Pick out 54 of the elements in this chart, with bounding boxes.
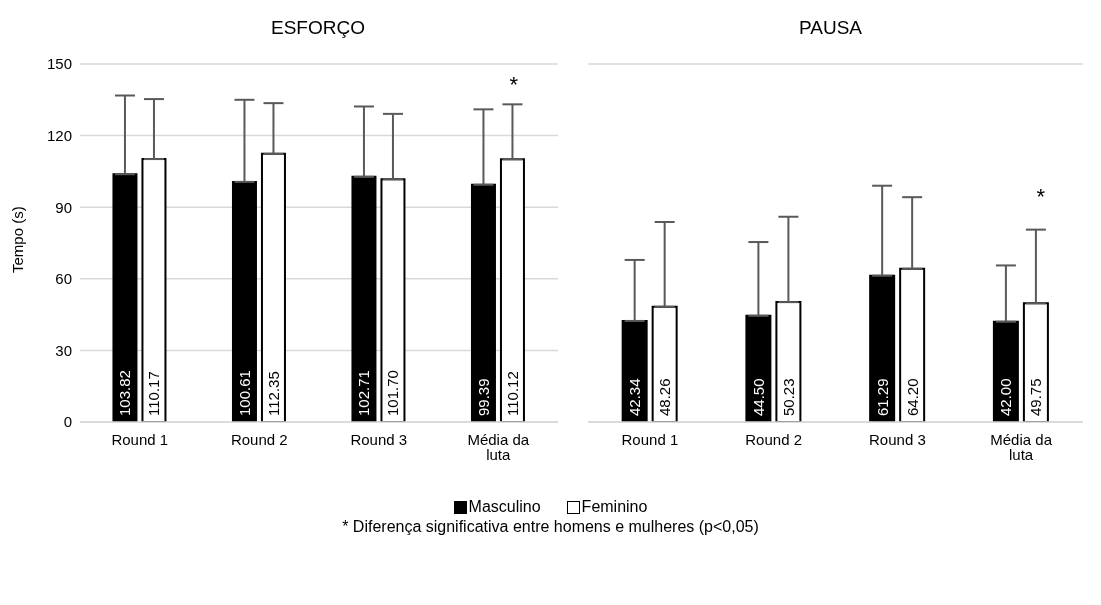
- data-label: 64.20: [903, 378, 921, 416]
- annotation: *: [1036, 184, 1045, 210]
- bar: [1022, 302, 1049, 422]
- data-label: 50.23: [779, 378, 797, 416]
- legend-label: Feminino: [580, 498, 648, 516]
- bar: [380, 178, 406, 422]
- y-tick-label: 30: [55, 341, 72, 359]
- x-tick-label: Round 1: [111, 430, 169, 448]
- bar: [260, 152, 286, 422]
- text: * Diferença significativa entre homens e mulheres (p<0,05): [341, 518, 760, 536]
- data-label: 48.26: [656, 378, 674, 416]
- data-label: 49.75: [1027, 378, 1045, 416]
- bar: [775, 301, 802, 422]
- bar: [745, 314, 772, 422]
- data-label: 42.34: [626, 378, 644, 416]
- x-tick-label: Média da luta: [990, 430, 1053, 463]
- y-tick-label: 120: [46, 126, 72, 144]
- y-tick-label: 150: [46, 55, 72, 73]
- x-tick-label: Round 2: [745, 430, 802, 448]
- bar: [869, 274, 896, 422]
- chart-title: ESFORÇO: [270, 16, 366, 40]
- x-tick-label: Média da luta: [467, 430, 530, 463]
- bar: [470, 183, 496, 422]
- bar: [351, 175, 377, 422]
- data-label: 99.39: [474, 378, 492, 416]
- data-label: 101.70: [384, 370, 402, 416]
- data-label: 100.61: [235, 370, 253, 416]
- data-label: 42.00: [997, 378, 1015, 416]
- data-label: 44.50: [749, 378, 767, 416]
- y-tick-label: 90: [55, 198, 72, 216]
- data-label: 102.71: [355, 370, 373, 416]
- x-tick-label: Round 1: [621, 430, 679, 448]
- bar: [992, 320, 1019, 422]
- bar: [651, 305, 678, 422]
- y-tick-label: 60: [55, 270, 72, 288]
- data-label: 61.29: [873, 378, 891, 416]
- bar: [499, 158, 525, 422]
- legend-label: Masculino: [467, 498, 541, 516]
- bar: [899, 267, 926, 422]
- x-tick-label: Round 3: [350, 430, 408, 448]
- data-label: 110.17: [145, 371, 163, 416]
- chart-title: PAUSA: [798, 16, 863, 40]
- bar: [231, 180, 257, 422]
- data-label: 103.82: [116, 370, 134, 416]
- bar: [112, 173, 138, 422]
- x-tick-label: Round 3: [869, 430, 926, 448]
- x-tick-label: Round 2: [230, 430, 288, 448]
- data-label: 112.35: [264, 371, 282, 416]
- data-label: 110.12: [503, 371, 521, 416]
- bar: [621, 319, 648, 422]
- y-axis-title: Tempo (s): [9, 206, 27, 273]
- bar: [141, 158, 167, 422]
- y-tick-label: 0: [63, 413, 72, 431]
- annotation: *: [509, 72, 518, 98]
